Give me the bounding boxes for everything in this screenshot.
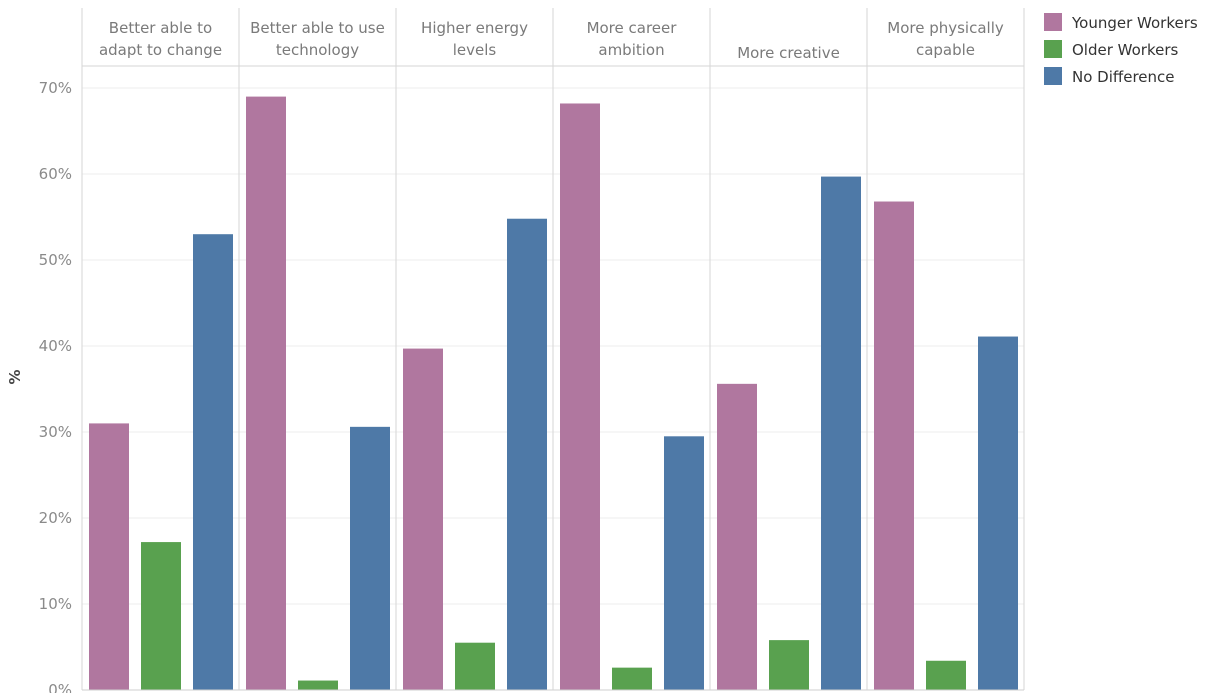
bar <box>821 176 861 690</box>
bar <box>403 348 443 690</box>
bar <box>612 667 652 690</box>
bar <box>507 218 547 690</box>
category-label: Better able to use <box>250 19 385 37</box>
legend-label: Older Workers <box>1072 41 1179 59</box>
legend-swatch <box>1044 67 1062 85</box>
y-axis: % 0% 10% 20% 30% 40% 50% 60% 70% <box>6 79 72 697</box>
bar <box>193 234 233 690</box>
category-label: Higher energy <box>421 19 528 37</box>
bar <box>717 383 757 690</box>
bar <box>246 96 286 691</box>
y-tick-label: 10% <box>39 595 72 613</box>
panel-headers: Better able to adapt to change Better able… <box>99 19 1004 62</box>
category-label: ambition <box>598 41 664 59</box>
y-tick-label: 20% <box>39 509 72 527</box>
bar <box>926 660 966 690</box>
category-label: Better able to <box>109 19 212 37</box>
legend-swatch <box>1044 13 1062 31</box>
y-tick-label: 30% <box>39 423 72 441</box>
bar <box>560 103 600 691</box>
legend-label: No Difference <box>1072 68 1175 86</box>
bar <box>978 336 1018 690</box>
y-axis-title: % <box>6 369 24 384</box>
legend: Younger Workers Older Workers No Differenc… <box>1044 13 1198 86</box>
y-tick-label: 50% <box>39 251 72 269</box>
legend-label: Younger Workers <box>1071 14 1198 32</box>
category-label: More creative <box>737 44 840 62</box>
bar <box>298 680 338 690</box>
legend-swatch <box>1044 40 1062 58</box>
category-label: adapt to change <box>99 41 222 59</box>
category-label: technology <box>276 41 359 59</box>
bar <box>874 201 914 690</box>
bar <box>89 423 129 690</box>
y-tick-label: 60% <box>39 165 72 183</box>
y-tick-label: 40% <box>39 337 72 355</box>
bar <box>664 436 704 690</box>
category-label: More career <box>587 19 678 37</box>
y-tick-label: 70% <box>39 79 72 97</box>
category-label: capable <box>916 41 975 59</box>
bar <box>769 640 809 690</box>
bar <box>455 642 495 690</box>
bar <box>350 426 390 690</box>
category-label: levels <box>453 41 497 59</box>
bars <box>89 96 1018 691</box>
y-tick-label: 0% <box>48 681 72 693</box>
bar <box>141 542 181 690</box>
panel-frames <box>81 8 1025 691</box>
category-label: More physically <box>887 19 1004 37</box>
